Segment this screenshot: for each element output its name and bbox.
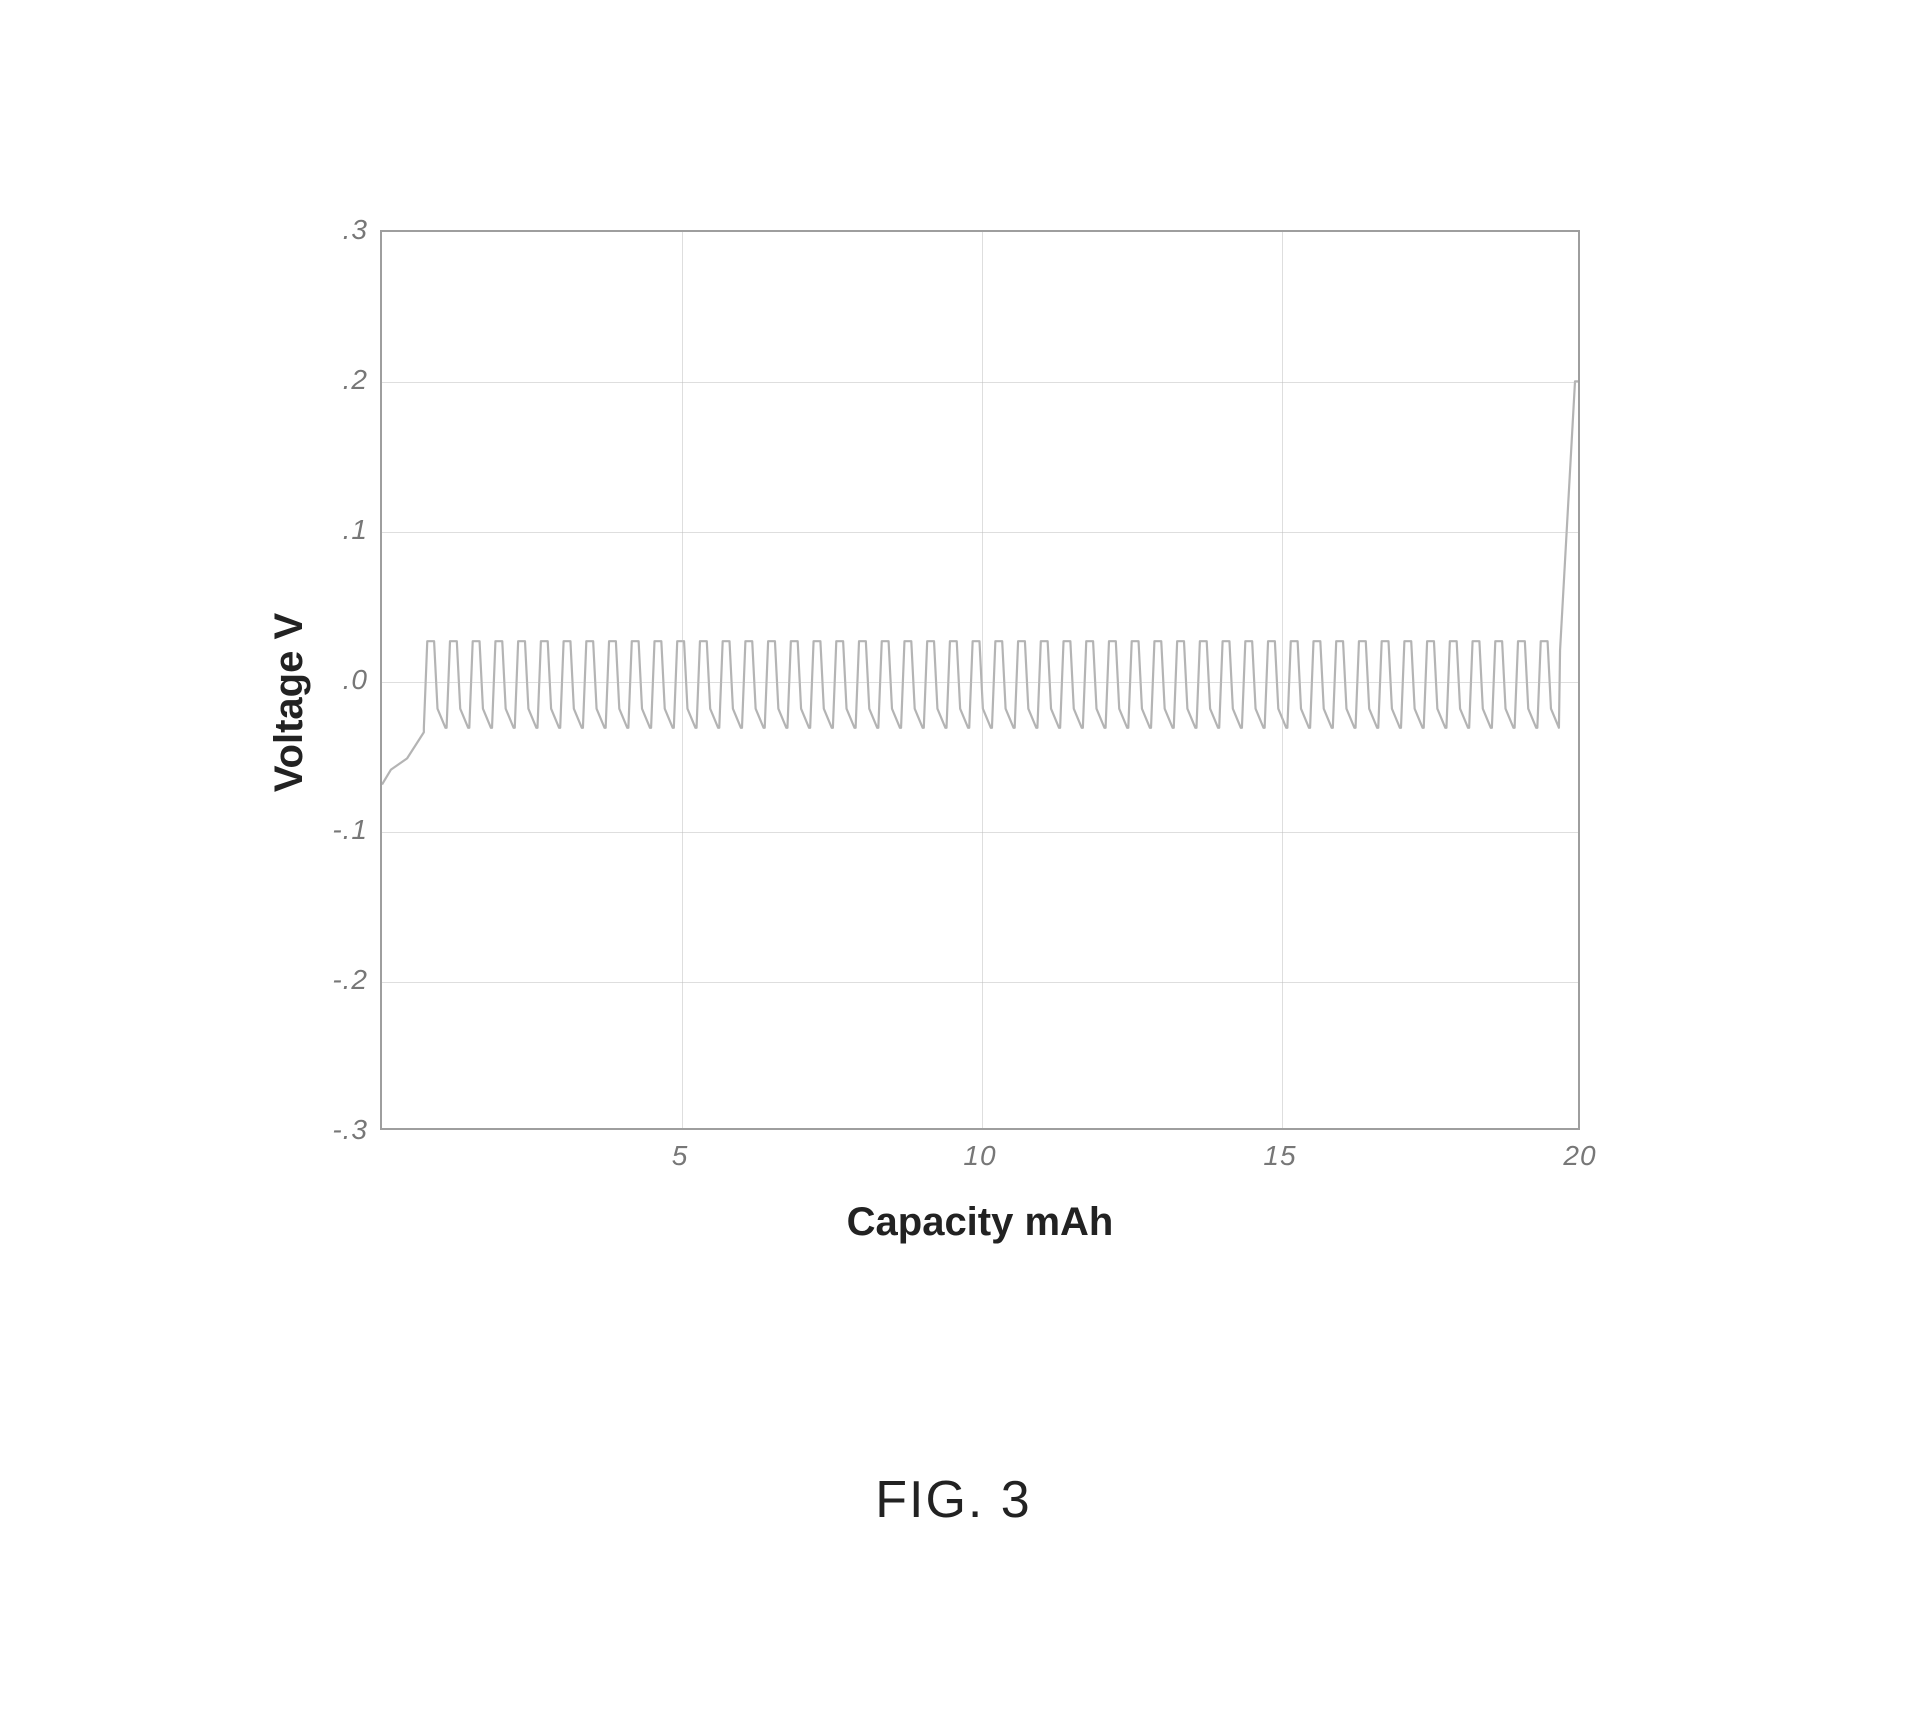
y-tick-label: .0 bbox=[268, 664, 368, 696]
voltage-capacity-chart: Voltage V Capacity mAh .3 .2 .1 .0 -.1 -.2 -.3… bbox=[240, 200, 1640, 1300]
gridline-vertical bbox=[1282, 232, 1283, 1128]
gridline-vertical bbox=[982, 232, 983, 1128]
series-svg bbox=[382, 232, 1578, 1128]
page: Voltage V Capacity mAh .3 .2 .1 .0 -.1 -.2 -.3… bbox=[0, 0, 1907, 1711]
gridline-horizontal bbox=[382, 532, 1578, 533]
y-tick-label: .1 bbox=[268, 514, 368, 546]
x-tick-label: 5 bbox=[672, 1140, 689, 1172]
x-tick-label: 10 bbox=[963, 1140, 996, 1172]
plot-area bbox=[380, 230, 1580, 1130]
figure-caption: FIG. 3 bbox=[875, 1470, 1031, 1530]
x-tick-label: 20 bbox=[1563, 1140, 1596, 1172]
gridline-horizontal bbox=[382, 382, 1578, 383]
y-axis-label: Voltage V bbox=[267, 613, 312, 792]
gridline-horizontal bbox=[382, 982, 1578, 983]
voltage-series bbox=[382, 381, 1578, 784]
x-axis-label: Capacity mAh bbox=[847, 1200, 1114, 1245]
x-tick-label: 15 bbox=[1263, 1140, 1296, 1172]
y-tick-label: -.3 bbox=[268, 1114, 368, 1146]
y-tick-label: .3 bbox=[268, 214, 368, 246]
y-tick-label: -.2 bbox=[268, 964, 368, 996]
gridline-horizontal bbox=[382, 682, 1578, 683]
gridline-horizontal bbox=[382, 832, 1578, 833]
gridline-vertical bbox=[682, 232, 683, 1128]
y-tick-label: -.1 bbox=[268, 814, 368, 846]
y-tick-label: .2 bbox=[268, 364, 368, 396]
